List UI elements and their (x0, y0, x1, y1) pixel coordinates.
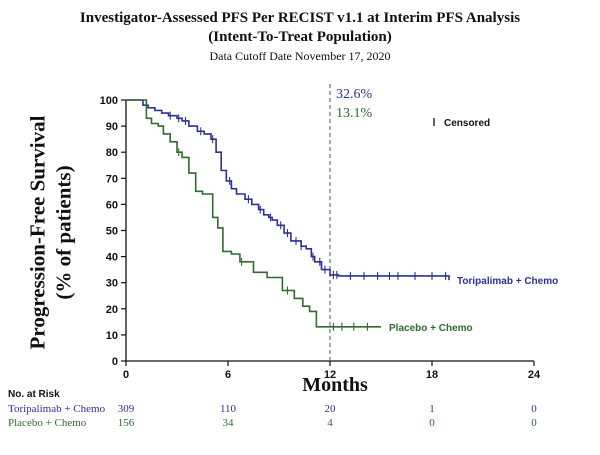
chart-title: Investigator-Assessed PFS Per RECIST v1.… (79, 10, 521, 26)
pfs-rate-annotation: 32.6% (336, 87, 373, 102)
chart-subtitle: Data Cutoff Date November 17, 2020 (209, 49, 391, 63)
series-label: Placebo + Chemo (389, 323, 473, 334)
y-tick-label: 60 (106, 199, 118, 211)
km-curve-placebo (126, 99, 381, 328)
y-tick-label: 10 (106, 330, 118, 342)
y-tick-label: 100 (100, 95, 118, 107)
risk-count: 0 (531, 417, 537, 429)
risk-count: 4 (327, 417, 333, 429)
risk-count: 156 (117, 417, 135, 429)
x-tick-label: 0 (123, 369, 129, 380)
risk-table-title: No. at Risk (8, 389, 60, 400)
risk-row-placebo: Placebo + Chemo 156 34 4 0 0 (0, 417, 600, 431)
chart-title-line2: (Intent-To-Treat Population) (208, 29, 392, 45)
y-tick-label: 40 (106, 252, 118, 264)
risk-count: 309 (117, 403, 135, 415)
y-tick-label: 80 (106, 147, 118, 159)
x-axis-label: Months (302, 374, 368, 396)
risk-row-toripalimab: Toripalimab + Chemo 309 110 20 1 0 (0, 403, 600, 417)
risk-count: 1 (429, 403, 435, 415)
y-tick-label: 20 (106, 304, 118, 316)
risk-count: 110 (219, 403, 237, 415)
risk-label: Toripalimab + Chemo (8, 403, 106, 415)
x-tick-label: 6 (225, 369, 231, 380)
y-axis-label-unit: (% of patients) (51, 164, 76, 300)
y-tick-label: 90 (106, 121, 118, 133)
y-tick-label: 50 (106, 226, 118, 238)
risk-count: 20 (324, 403, 336, 415)
risk-count: 34 (222, 417, 234, 429)
x-tick-label: 24 (528, 369, 541, 380)
x-tick-label: 12 (324, 369, 336, 380)
series-label: Toripalimab + Chemo (457, 276, 558, 287)
y-tick-label: 0 (112, 356, 118, 368)
y-axis-label: Progression-Free Survival (25, 115, 50, 349)
km-plot: 0 10 20 30 40 50 60 70 80 90 100 0 6 12 18 24 Toripalim… (100, 84, 558, 380)
risk-label: Placebo + Chemo (8, 417, 87, 429)
risk-count: 0 (429, 417, 435, 429)
y-tick-label: 70 (106, 173, 118, 185)
x-tick-label: 18 (426, 369, 438, 380)
km-curve-toripalimab (126, 99, 450, 281)
y-tick-label: 30 (106, 278, 118, 290)
pfs-rate-annotation: 13.1% (336, 106, 373, 121)
risk-count: 0 (531, 403, 537, 415)
censored-legend-label: Censored (444, 118, 490, 129)
